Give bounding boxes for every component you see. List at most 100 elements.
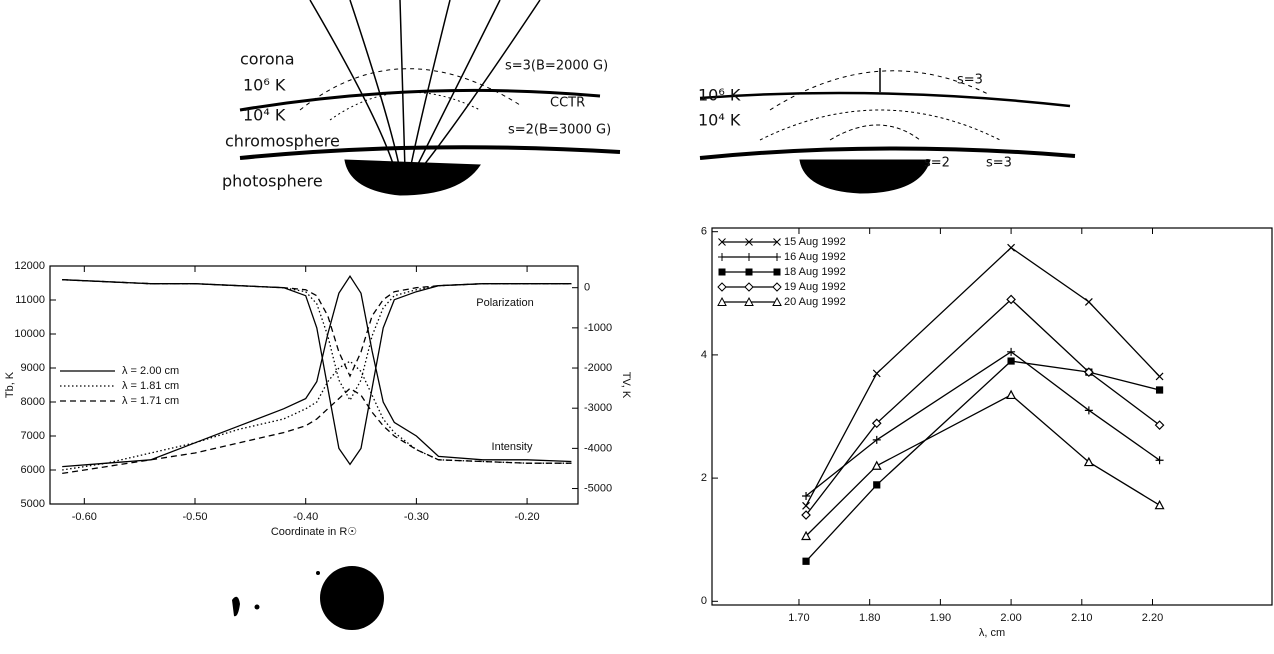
x-tick-label: -0.60 bbox=[72, 511, 97, 523]
y2-tick-label: -1000 bbox=[584, 322, 612, 334]
label: chromosphere bbox=[225, 132, 340, 151]
y-tick-label: 7000 bbox=[21, 430, 45, 442]
marker bbox=[871, 460, 882, 470]
marker bbox=[1007, 347, 1016, 356]
label: s=2(B=3000 G) bbox=[508, 123, 611, 138]
legend-marker bbox=[773, 238, 781, 246]
series-line bbox=[805, 351, 1160, 497]
y2-tick-label: 0 bbox=[584, 282, 590, 294]
loop-s3 bbox=[299, 68, 521, 111]
blob bbox=[232, 596, 240, 617]
marker bbox=[801, 510, 811, 520]
sunspot bbox=[799, 159, 931, 194]
series-line bbox=[62, 279, 572, 378]
marker bbox=[872, 435, 881, 444]
label: photosphere bbox=[222, 172, 323, 191]
plot-frame bbox=[711, 227, 1273, 606]
x-tick-label: 2.20 bbox=[1142, 612, 1163, 624]
y-tick-label: 8000 bbox=[21, 396, 45, 408]
label: CCTR bbox=[550, 96, 585, 111]
legend-marker bbox=[773, 253, 781, 261]
field-lines bbox=[309, 0, 541, 171]
x-tick-label: -0.30 bbox=[404, 511, 429, 523]
marker bbox=[1006, 389, 1017, 400]
radio-image bbox=[232, 566, 384, 630]
legend-label: λ = 2.00 cm bbox=[122, 365, 179, 377]
annotation: Intensity bbox=[492, 441, 533, 453]
legend-label: λ = 1.81 cm bbox=[122, 380, 179, 392]
y-tick-label: 12000 bbox=[14, 260, 45, 272]
x-axis-label: λ, cm bbox=[979, 627, 1005, 639]
sunspot bbox=[344, 159, 481, 196]
series-line bbox=[62, 387, 572, 475]
loop-s3 bbox=[769, 70, 991, 111]
legend-marker bbox=[745, 238, 753, 246]
marker bbox=[802, 491, 811, 500]
blob bbox=[254, 604, 260, 610]
legend-marker bbox=[745, 253, 753, 261]
series-line bbox=[805, 394, 1160, 537]
loop-s3-low bbox=[759, 109, 1001, 141]
diagram-left bbox=[239, 0, 621, 196]
x-tick-label: -0.20 bbox=[515, 511, 540, 523]
legend-marker bbox=[718, 268, 726, 276]
marker bbox=[802, 557, 810, 565]
legend-marker bbox=[773, 268, 781, 276]
y2-tick-label: -4000 bbox=[584, 442, 612, 454]
marker bbox=[871, 418, 882, 429]
y2-tick-label: -2000 bbox=[584, 362, 612, 374]
legend-marker bbox=[717, 296, 727, 306]
legend-marker bbox=[718, 238, 726, 246]
label: s=3 bbox=[986, 156, 1012, 171]
y-axis-label: Tb, K bbox=[4, 371, 16, 398]
x-tick-label: 2.00 bbox=[1000, 612, 1021, 624]
legend-marker bbox=[744, 282, 754, 292]
legend-marker bbox=[744, 296, 754, 306]
marker bbox=[1155, 372, 1164, 381]
label: 10⁶ K bbox=[243, 76, 286, 95]
x-tick-label: 1.90 bbox=[930, 612, 951, 624]
marker bbox=[872, 369, 881, 378]
marker bbox=[1155, 456, 1164, 465]
label: 10⁶ K bbox=[698, 86, 741, 105]
y-tick-label: 0 bbox=[701, 595, 707, 607]
loop-s2 bbox=[829, 124, 921, 141]
marker bbox=[873, 481, 881, 489]
surface-line bbox=[239, 145, 621, 160]
label: s=3 bbox=[957, 73, 983, 88]
y-tick-label: 4 bbox=[701, 349, 707, 361]
y-tick-label: 2 bbox=[701, 472, 707, 484]
legend-label: 20 Aug 1992 bbox=[784, 296, 846, 308]
legend-label: 16 Aug 1992 bbox=[784, 251, 846, 263]
y-tick-label: 5000 bbox=[21, 498, 45, 510]
label: s=2 bbox=[924, 156, 950, 171]
label: corona bbox=[240, 50, 295, 69]
blob bbox=[316, 571, 320, 575]
label: 10⁴ K bbox=[243, 106, 286, 125]
y-tick-label: 6 bbox=[701, 226, 707, 238]
marker bbox=[1007, 357, 1015, 365]
y-tick-label: 11000 bbox=[15, 294, 45, 306]
legend-marker bbox=[772, 296, 782, 306]
marker bbox=[1007, 243, 1016, 252]
marker bbox=[1084, 406, 1093, 415]
y-tick-label: 10000 bbox=[14, 328, 45, 340]
legend-marker bbox=[772, 282, 782, 292]
series-line bbox=[62, 275, 572, 468]
x-axis-label: Coordinate in R☉ bbox=[271, 526, 357, 538]
surface-line bbox=[699, 146, 1076, 160]
annotation: Polarization bbox=[476, 297, 533, 309]
series-line bbox=[805, 360, 1160, 562]
y-tick-label: 9000 bbox=[21, 362, 45, 374]
y2-axis-label: TV, K bbox=[620, 372, 632, 399]
x-tick-label: -0.40 bbox=[293, 511, 318, 523]
x-tick-label: 1.80 bbox=[859, 612, 880, 624]
marker bbox=[1084, 367, 1094, 377]
legend-marker bbox=[717, 282, 727, 292]
diagram-right bbox=[699, 68, 1076, 194]
marker bbox=[801, 530, 812, 541]
legend-label: 18 Aug 1992 bbox=[784, 266, 846, 278]
label: 10⁴ K bbox=[698, 111, 741, 130]
legend-label: 15 Aug 1992 bbox=[784, 236, 846, 248]
